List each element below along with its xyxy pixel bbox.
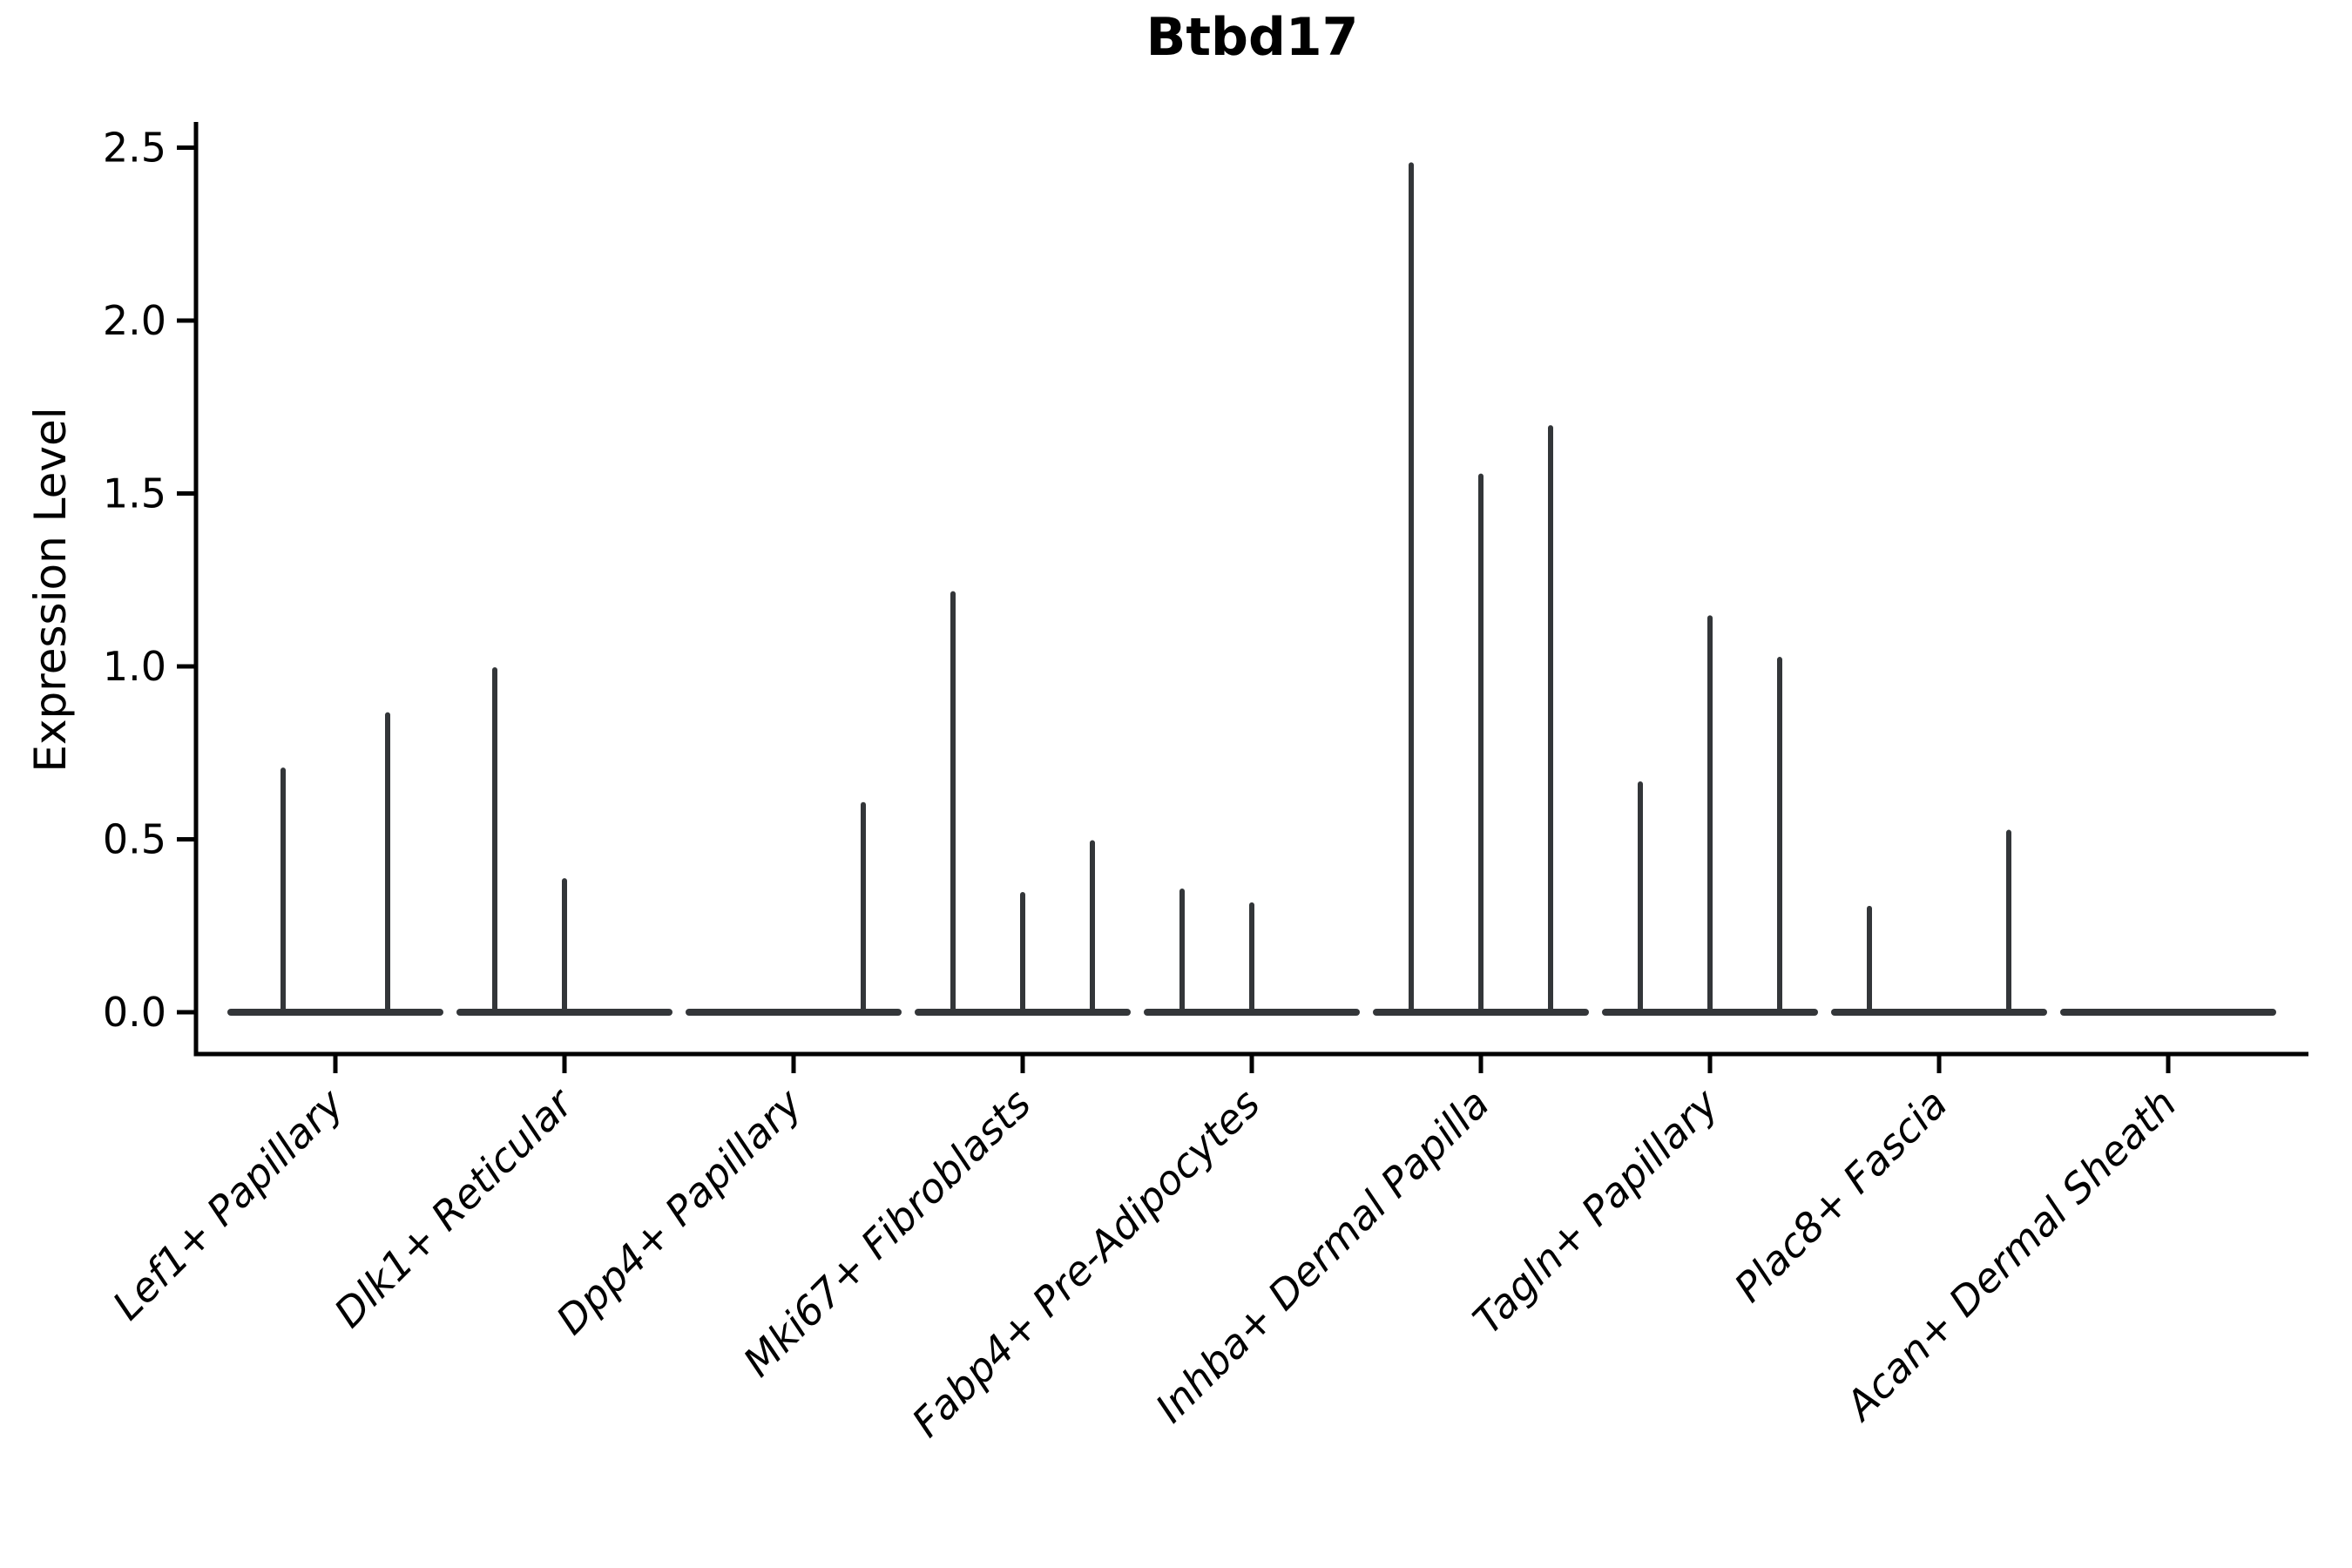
chart-title: Btbd17 [1146, 7, 1359, 68]
x-tick-label: Lef1+ Papillary [104, 1079, 353, 1328]
y-tick-label: 2.5 [103, 125, 166, 172]
y-tick-label: 1.0 [103, 643, 166, 690]
y-tick-label: 0.0 [103, 989, 166, 1036]
y-tick-label: 1.5 [103, 470, 166, 517]
x-tick-label: Dpp4+ Papillary [547, 1079, 811, 1343]
x-tick-label: Dlk1+ Reticular [325, 1078, 584, 1336]
y-tick-label: 0.5 [103, 816, 166, 863]
x-tick-label: Tagln+ Papillary [1463, 1079, 1727, 1343]
y-tick-label: 2.0 [103, 297, 166, 344]
x-tick-label: Plac8+ Fascia [1725, 1080, 1956, 1311]
